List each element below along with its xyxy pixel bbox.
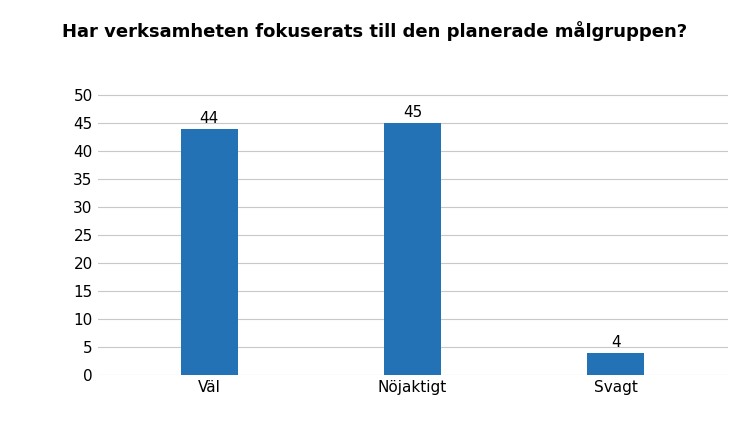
Bar — [384, 123, 441, 375]
Bar — [181, 129, 238, 375]
Text: 4: 4 — [611, 335, 620, 350]
Bar — [587, 353, 644, 375]
Text: 45: 45 — [403, 106, 422, 120]
Text: Har verksamheten fokuserats till den planerade målgruppen?: Har verksamheten fokuserats till den pla… — [62, 20, 688, 41]
Text: 44: 44 — [200, 111, 219, 126]
